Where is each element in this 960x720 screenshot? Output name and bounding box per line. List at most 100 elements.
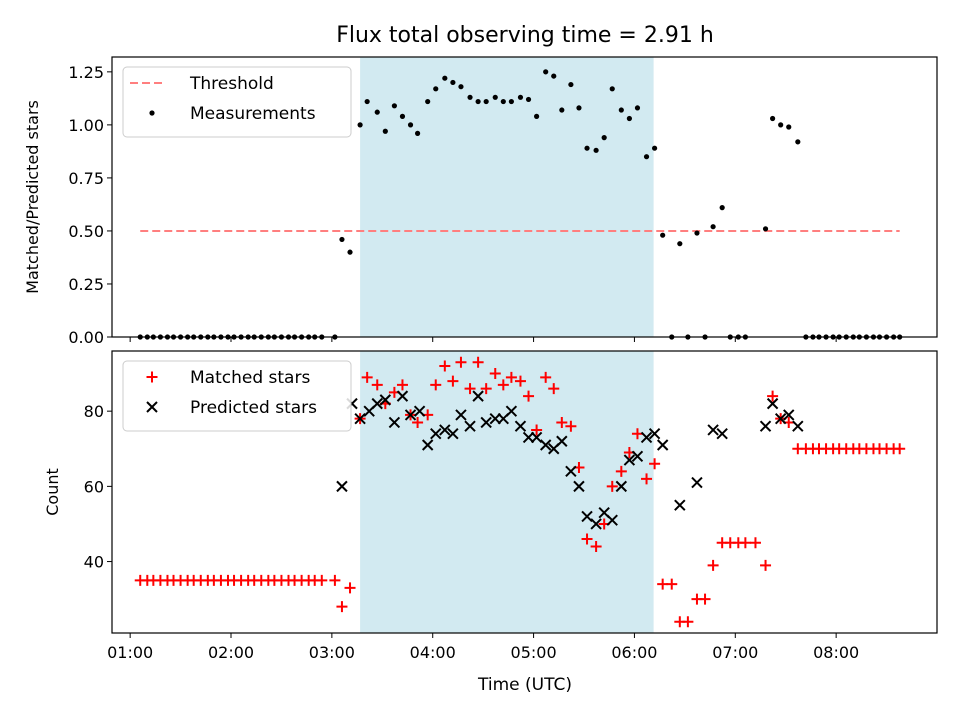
legend-label: Measurements (190, 104, 316, 124)
data-point (543, 69, 549, 75)
data-point (316, 574, 328, 586)
y-tick-label: 0.25 (68, 275, 104, 294)
y-tick-label: 60 (84, 477, 104, 496)
data-point (523, 390, 535, 402)
data-point (540, 371, 552, 383)
data-point (525, 96, 532, 103)
data-point (329, 574, 341, 586)
data-point (792, 420, 804, 432)
data-point (710, 224, 716, 230)
x-tick-label: 07:00 (712, 643, 758, 662)
data-point (404, 409, 417, 421)
data-point (500, 98, 506, 105)
legend-swatch (146, 371, 158, 383)
data-point (430, 379, 442, 391)
data-point (396, 379, 408, 391)
data-point (483, 98, 489, 105)
data-point (783, 409, 795, 421)
data-point (430, 428, 442, 440)
data-point (556, 416, 568, 428)
data-point (660, 232, 666, 238)
data-point (505, 371, 517, 383)
legend-swatch (146, 401, 158, 413)
data-point (618, 107, 624, 113)
x-tick-label: 04:00 (410, 643, 456, 662)
data-point (719, 205, 725, 211)
data-point (774, 412, 787, 425)
data-point (514, 420, 527, 432)
data-point (759, 420, 772, 432)
data-point (514, 375, 526, 387)
data-point (464, 420, 476, 432)
x-tick-label: 05:00 (511, 643, 557, 662)
data-point (480, 383, 492, 395)
data-point (382, 128, 388, 134)
data-point (767, 390, 779, 402)
data-point (517, 94, 524, 100)
data-point (699, 593, 711, 605)
data-point (361, 371, 373, 383)
data-point (565, 420, 577, 432)
data-point (505, 405, 518, 417)
data-point (674, 499, 686, 511)
y-tick-label: 1.00 (68, 116, 104, 135)
data-point (682, 616, 694, 628)
data-point (652, 145, 658, 151)
data-point (530, 431, 543, 444)
data-point (379, 394, 392, 406)
data-point (581, 510, 593, 523)
data-point (472, 390, 484, 402)
data-point (770, 115, 776, 122)
data-point (371, 379, 383, 391)
data-point (606, 514, 618, 526)
legend-box (122, 360, 352, 432)
data-point (739, 537, 751, 549)
x-tick-label: 01:00 (107, 643, 153, 662)
data-point (371, 397, 383, 410)
data-point (336, 480, 348, 493)
data-point (433, 86, 439, 92)
data-point (489, 368, 501, 380)
data-point (447, 428, 459, 440)
data-point (766, 397, 779, 410)
legend-swatch (149, 110, 155, 116)
data-point (534, 113, 540, 119)
legend-label: Threshold (189, 74, 274, 94)
data-point (590, 541, 602, 553)
data-point (762, 226, 769, 232)
data-point (391, 103, 397, 109)
y-tick-label: 0.00 (68, 328, 104, 347)
data-point (576, 105, 582, 111)
data-point (615, 465, 627, 477)
data-point (508, 98, 514, 105)
data-point (666, 578, 678, 590)
data-point (414, 130, 421, 136)
data-point (778, 122, 784, 128)
data-point (656, 439, 669, 451)
data-point (548, 383, 560, 395)
counts-panel: 01:00 02:00 03:00 04:00 05:00 06:00 07:00 08:00… (43, 350, 938, 662)
data-point (357, 122, 363, 128)
data-point (760, 559, 772, 571)
data-point (339, 236, 345, 243)
data-point (559, 107, 565, 113)
data-point (581, 533, 593, 545)
data-point (648, 428, 661, 440)
data-point (442, 75, 448, 81)
data-point (677, 241, 683, 247)
data-point (643, 154, 650, 160)
data-point (450, 79, 456, 86)
data-point (606, 480, 618, 492)
y-tick-label: 40 (84, 553, 104, 572)
data-point (467, 94, 473, 100)
data-point (601, 135, 607, 141)
data-point (615, 480, 628, 493)
figure-title: Flux total observing time = 2.91 h (336, 23, 714, 48)
x-tick-label: 08:00 (813, 643, 859, 662)
legend-label: Predicted stars (190, 398, 317, 418)
data-point (439, 360, 451, 372)
observing-window-shade (360, 351, 654, 633)
data-point (551, 73, 557, 79)
data-point (425, 98, 431, 105)
